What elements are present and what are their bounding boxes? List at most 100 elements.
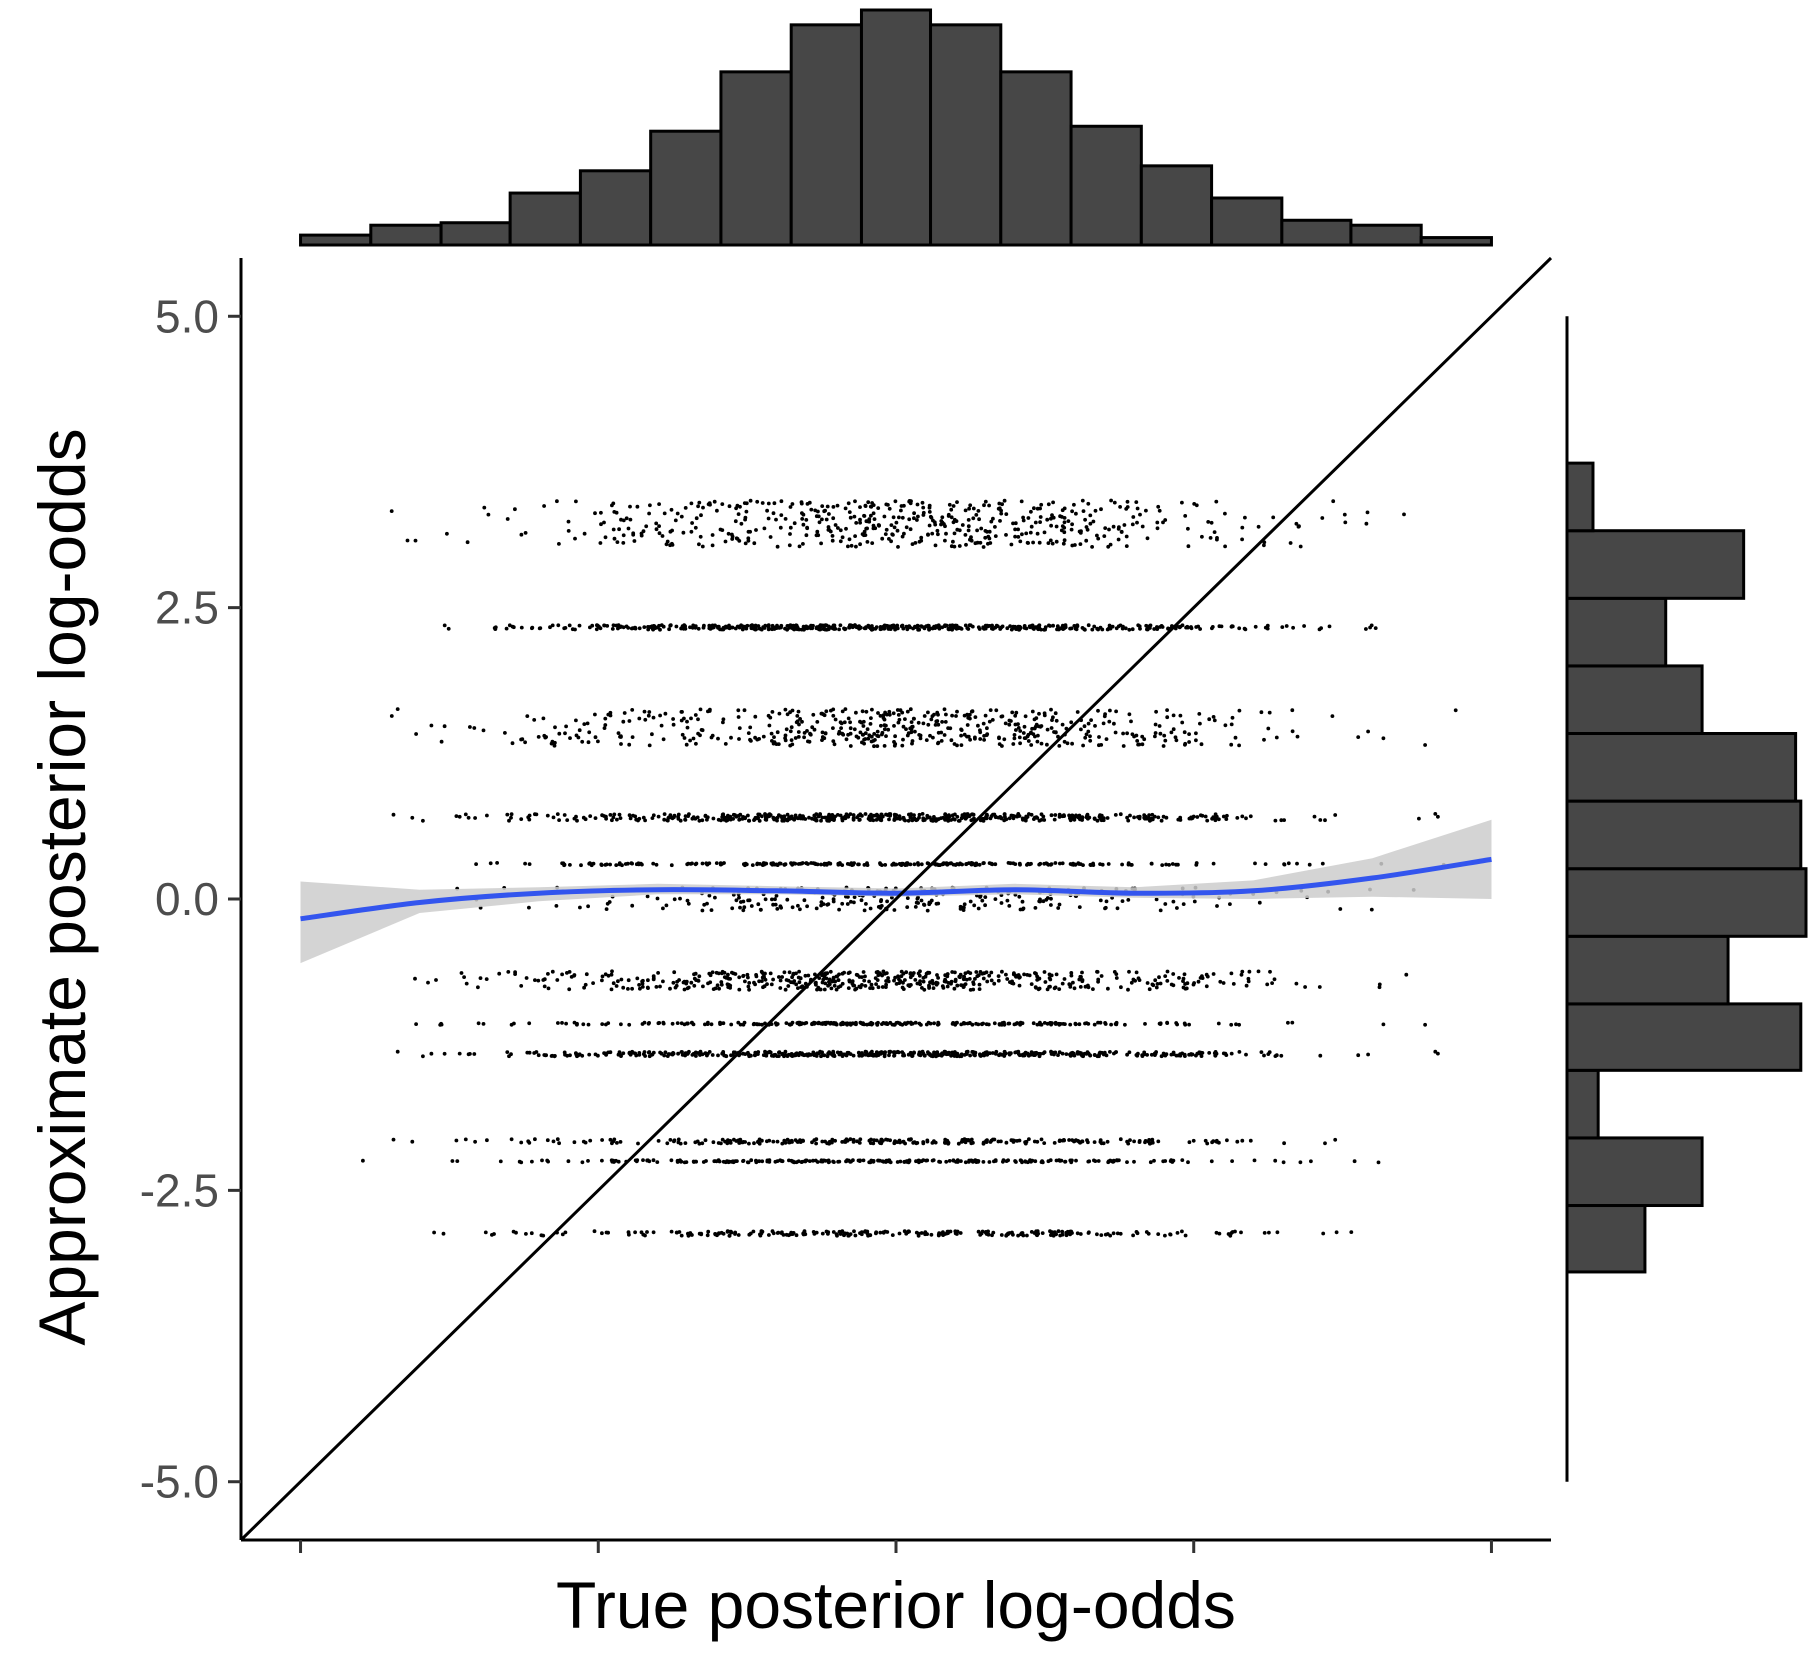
scatter-point	[1060, 814, 1065, 819]
scatter-point	[794, 1160, 799, 1165]
scatter-point	[699, 1232, 704, 1237]
scatter-point	[878, 861, 882, 866]
scatter-point	[414, 1022, 418, 1026]
scatter-point	[944, 861, 949, 866]
scatter-point	[1143, 1139, 1148, 1143]
scatter-point	[797, 969, 801, 974]
scatter-point	[542, 1053, 547, 1057]
scatter-point	[812, 727, 817, 732]
scatter-point	[925, 908, 930, 913]
scatter-point	[830, 534, 835, 538]
scatter-point	[450, 1159, 455, 1163]
scatter-point	[816, 509, 820, 514]
scatter-point	[1033, 724, 1038, 729]
scatter-point	[1145, 981, 1150, 985]
scatter-point	[668, 623, 673, 628]
scatter-point	[680, 732, 685, 737]
scatter-point	[511, 1229, 516, 1234]
scatter-point	[978, 737, 983, 741]
scatter-point	[564, 1021, 568, 1026]
scatter-point	[630, 903, 635, 908]
scatter-point	[632, 539, 637, 543]
scatter-point	[931, 986, 936, 990]
scatter-point	[1029, 982, 1034, 986]
scatter-point	[1127, 1050, 1132, 1055]
scatter-point	[1247, 969, 1252, 974]
scatter-point	[721, 1021, 726, 1026]
scatter-point	[650, 1052, 655, 1057]
scatter-point	[852, 1021, 857, 1026]
scatter-point	[826, 1051, 830, 1056]
scatter-point	[606, 973, 611, 978]
scatter-point	[865, 727, 870, 732]
scatter-point	[695, 815, 700, 820]
right-histogram-bar	[1565, 461, 1595, 533]
scatter-point	[813, 1021, 818, 1025]
scatter-point	[858, 520, 862, 525]
scatter-point	[683, 506, 688, 510]
scatter-point	[703, 1138, 708, 1143]
scatter-point	[844, 1137, 849, 1142]
scatter-point	[952, 531, 957, 536]
scatter-point	[768, 535, 773, 539]
scatter-point	[1080, 1139, 1085, 1144]
scatter-point	[1045, 987, 1050, 992]
scatter-point	[930, 531, 935, 536]
scatter-point	[665, 818, 670, 823]
scatter-point	[861, 732, 865, 737]
scatter-point	[962, 732, 967, 737]
scatter-point	[1376, 1160, 1381, 1165]
scatter-point	[1453, 708, 1458, 713]
scatter-point	[1147, 813, 1151, 817]
scatter-point	[603, 535, 608, 540]
scatter-point	[734, 814, 739, 819]
scatter-point	[1321, 1231, 1326, 1236]
scatter-point	[1026, 541, 1030, 545]
scatter-point	[862, 1022, 866, 1027]
scatter-point	[1110, 624, 1115, 629]
scatter-point	[639, 1230, 644, 1235]
scatter-point	[765, 508, 769, 513]
scatter-point	[577, 728, 582, 733]
scatter-point	[1060, 508, 1065, 513]
scatter-point	[572, 973, 576, 978]
scatter-point	[1077, 1050, 1082, 1055]
scatter-point	[552, 1054, 557, 1059]
scatter-point	[1113, 730, 1118, 735]
scatter-point	[981, 816, 986, 821]
scatter-point	[1089, 718, 1093, 722]
scatter-point	[604, 862, 609, 867]
scatter-point	[711, 1140, 716, 1145]
scatter-point	[1004, 512, 1009, 516]
scatter-point	[1181, 976, 1186, 981]
scatter-point	[700, 1141, 705, 1146]
scatter-point	[783, 517, 788, 521]
scatter-point	[952, 1053, 957, 1058]
scatter-point	[801, 1138, 805, 1143]
y-tick-label: 0.0	[155, 873, 219, 925]
scatter-point	[965, 1021, 970, 1026]
scatter-point	[410, 815, 415, 820]
scatter-point	[1152, 1051, 1157, 1056]
scatter-point	[1203, 1138, 1208, 1143]
scatter-point	[936, 730, 941, 735]
scatter-point	[905, 709, 910, 714]
scatter-point	[981, 1141, 986, 1146]
scatter-point	[509, 812, 514, 817]
scatter-point	[753, 627, 758, 632]
scatter-point	[1150, 1140, 1155, 1145]
scatter-point	[1165, 979, 1170, 983]
scatter-point	[766, 623, 771, 627]
scatter-point	[787, 543, 792, 548]
scatter-point	[846, 986, 851, 990]
scatter-point	[410, 1139, 415, 1144]
scatter-point	[573, 536, 577, 541]
scatter-point	[1180, 720, 1185, 725]
scatter-point	[1077, 905, 1082, 909]
scatter-point	[893, 625, 898, 629]
scatter-point	[1230, 1159, 1234, 1163]
scatter-point	[765, 1050, 770, 1055]
scatter-point	[647, 1050, 652, 1054]
scatter-point	[756, 902, 761, 907]
scatter-point	[969, 535, 973, 540]
